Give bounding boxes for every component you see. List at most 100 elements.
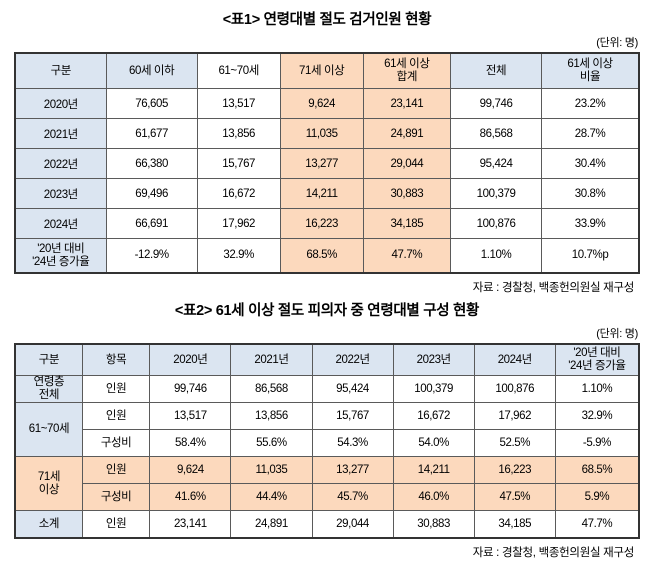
table2-cell: 23,141 xyxy=(149,510,232,539)
table1-growth-label-line1: '20년 대비 xyxy=(37,242,85,255)
table2-cell: 15,767 xyxy=(311,402,394,430)
table1-cell: 16,672 xyxy=(196,178,281,209)
table1-row-label: 2020년 xyxy=(14,88,107,119)
table1-growth-cell: 10.7%p xyxy=(541,238,640,274)
table2-source-note: 자료 : 경찰청, 백종헌의원실 재구성 xyxy=(472,547,635,559)
table2-group-label-total: 연령층 전체 xyxy=(14,375,83,403)
table-row: 2024년 66,691 17,962 16,223 34,185 100,87… xyxy=(14,208,640,239)
table1-cell: 76,605 xyxy=(105,88,198,119)
table2-cell: 44.4% xyxy=(230,483,313,511)
table-row: 소계 인원 23,141 24,891 29,044 30,883 34,185… xyxy=(14,510,640,539)
table1-growth-row: '20년 대비 '24년 증가율 -12.9% 32.9% 68.5% 47.7… xyxy=(14,238,640,274)
table2-group-label-over71-line1: 71세 xyxy=(37,470,61,483)
table1-cell: 11,035 xyxy=(279,118,364,149)
table1-header-over61-ratio: 61세 이상 비율 xyxy=(541,52,640,89)
table2-item-label: 인원 xyxy=(81,510,151,539)
table1-cell: 30,883 xyxy=(362,178,452,209)
table2-header-2023: 2023년 xyxy=(392,343,475,376)
table-row: 연령층 전체 인원 99,746 86,568 95,424 100,379 1… xyxy=(14,375,640,403)
table-row: 2023년 69,496 16,672 14,211 30,883 100,37… xyxy=(14,178,640,209)
table-row: 2020년 76,605 13,517 9,624 23,141 99,746 … xyxy=(14,88,640,119)
table1-cell: 99,746 xyxy=(450,88,543,119)
table2-cell: 24,891 xyxy=(230,510,313,539)
table1-cell: 30.4% xyxy=(541,148,640,179)
table1-age-group-theft-arrests: 구분 60세 이하 61~70세 71세 이상 61세 이상 합계 전체 61세… xyxy=(14,52,640,274)
table2-group-label-over71: 71세 이상 xyxy=(14,456,83,511)
table-row: 61~70세 인원 13,517 13,856 15,767 16,672 17… xyxy=(14,402,640,457)
table2-group-label-61to70: 61~70세 xyxy=(14,402,83,457)
table1-cell: 100,379 xyxy=(450,178,543,209)
table1-header-under60: 60세 이하 xyxy=(105,52,198,89)
table2-group-label-total-line1: 연령층 xyxy=(33,376,65,388)
table1-unit-note: (단위: 명) xyxy=(596,37,638,49)
table2-cell: 47.7% xyxy=(554,510,640,539)
table2-cell: -5.9% xyxy=(554,429,640,457)
table2-cell: 13,277 xyxy=(311,456,394,484)
table2-cell: 34,185 xyxy=(473,510,556,539)
table2-unit-note: (단위: 명) xyxy=(596,328,638,340)
table1-row-label: 2022년 xyxy=(14,148,107,179)
table2-header-hangmok: 항목 xyxy=(81,343,151,376)
table2-cell: 13,517 xyxy=(149,402,232,430)
table2-cell: 13,856 xyxy=(230,402,313,430)
table2-cell: 1.10% xyxy=(554,375,640,403)
table1-header-61to70: 61~70세 xyxy=(196,52,281,89)
table2-cell: 16,223 xyxy=(473,456,556,484)
table2-header-2024: 2024년 xyxy=(473,343,556,376)
table1-cell: 66,380 xyxy=(105,148,198,179)
table1-cell: 33.9% xyxy=(541,208,640,239)
table1-source-note: 자료 : 경찰청, 백종헌의원실 재구성 xyxy=(472,282,635,294)
table1-cell: 17,962 xyxy=(196,208,281,239)
table1-header-over61-sum-line2: 합계 xyxy=(396,71,418,83)
table2-cell: 46.0% xyxy=(392,483,475,511)
table2-over61-theft-suspects-composition: 구분 항목 2020년 2021년 2022년 2023년 2024년 '20년… xyxy=(14,343,640,539)
table1-cell: 9,624 xyxy=(279,88,364,119)
table1-row-label: 2023년 xyxy=(14,178,107,209)
table1-growth-cell: 47.7% xyxy=(362,238,452,274)
table-row: 71세 이상 인원 9,624 11,035 13,277 14,211 16,… xyxy=(14,456,640,511)
table1-cell: 66,691 xyxy=(105,208,198,239)
table1-cell: 24,891 xyxy=(362,118,452,149)
table2-header-growth: '20년 대비 '24년 증가율 xyxy=(554,343,640,376)
table1-cell: 29,044 xyxy=(362,148,452,179)
table2-header-2022: 2022년 xyxy=(311,343,394,376)
table2-header-growth-line2: '24년 증가율 xyxy=(568,360,626,372)
table1-growth-cell: 32.9% xyxy=(196,238,281,274)
table1-cell: 95,424 xyxy=(450,148,543,179)
table1-cell: 34,185 xyxy=(362,208,452,239)
table2-group-label-over71-line2: 이상 xyxy=(38,483,60,496)
table2-cell: 100,876 xyxy=(473,375,556,403)
table2-cell: 68.5% xyxy=(554,456,640,484)
table1-title: <표1> 연령대별 절도 검거인원 현황 xyxy=(222,12,432,28)
table2-cell: 41.6% xyxy=(149,483,232,511)
table-row: 구성비 58.4% 55.6% 54.3% 54.0% 52.5% -5.9% xyxy=(15,429,640,457)
table2-cell: 45.7% xyxy=(311,483,394,511)
table1-cell: 86,568 xyxy=(450,118,543,149)
table1-cell: 28.7% xyxy=(541,118,640,149)
table1-header-over71: 71세 이상 xyxy=(279,52,364,89)
table2-item-label: 구성비 xyxy=(81,483,151,511)
table1-cell: 13,277 xyxy=(279,148,364,179)
table2-cell: 9,624 xyxy=(149,456,232,484)
table2-cell: 55.6% xyxy=(230,429,313,457)
table2-header-2021: 2021년 xyxy=(230,343,313,376)
table1-row-label: 2021년 xyxy=(14,118,107,149)
table2-cell: 5.9% xyxy=(554,483,640,511)
table2-title: <표2> 61세 이상 절도 피의자 중 연령대별 구성 현황 xyxy=(174,303,480,319)
table1-row-label: 2024년 xyxy=(14,208,107,239)
table1-header-over61-ratio-line1: 61세 이상 xyxy=(567,58,613,70)
table2-cell: 30,883 xyxy=(392,510,475,539)
table1-cell: 100,876 xyxy=(450,208,543,239)
table2-item-label: 인원 xyxy=(81,456,151,484)
table2-item-label: 구성비 xyxy=(81,429,151,457)
table2-group-label-subtotal: 소계 xyxy=(14,510,83,539)
table1-cell: 69,496 xyxy=(105,178,198,209)
table1-header-gubun: 구분 xyxy=(14,52,107,89)
table-row: 구성비 41.6% 44.4% 45.7% 46.0% 47.5% 5.9% xyxy=(15,483,640,511)
table1-header-over61-sum: 61세 이상 합계 xyxy=(362,52,452,89)
table2-cell: 54.3% xyxy=(311,429,394,457)
table2-cell: 14,211 xyxy=(392,456,475,484)
table2-header-2020: 2020년 xyxy=(149,343,232,376)
table2-cell: 52.5% xyxy=(473,429,556,457)
